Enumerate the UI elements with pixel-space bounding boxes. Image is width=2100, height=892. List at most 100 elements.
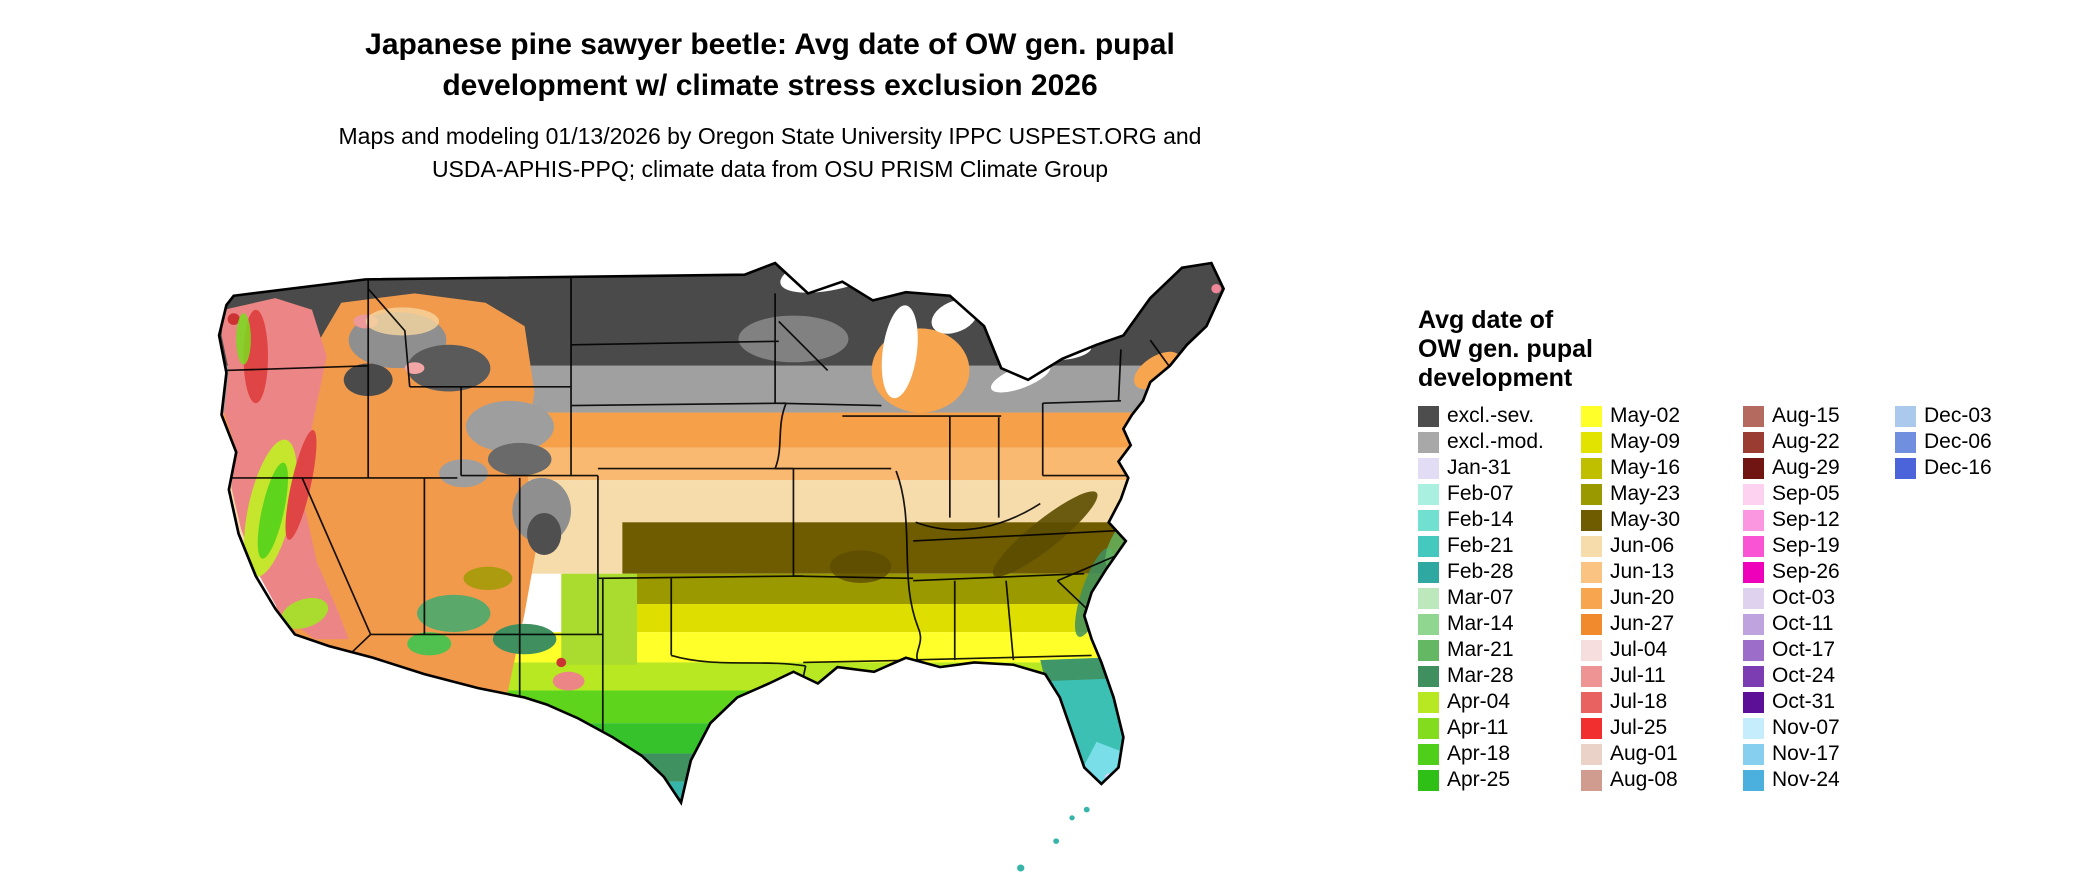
- legend-swatch: [1581, 613, 1602, 635]
- map-state-borders: [219, 274, 1173, 745]
- legend-label: Jul-18: [1610, 690, 1668, 713]
- map-florida-keys: [1017, 806, 1090, 872]
- legend-entry: Sep-05: [1743, 481, 1895, 507]
- legend-entry: Aug-15: [1743, 403, 1895, 429]
- legend-entry: Jan-31: [1418, 455, 1581, 481]
- legend-entry: Nov-17: [1743, 741, 1895, 767]
- legend-swatch: [1418, 561, 1439, 583]
- legend-label: Oct-31: [1772, 690, 1836, 713]
- legend-entry: excl.-mod.: [1418, 429, 1581, 455]
- legend-entry: Apr-18: [1418, 741, 1581, 767]
- legend-entry: May-30: [1581, 507, 1743, 533]
- legend-swatch: [1418, 613, 1439, 635]
- legend-entry: excl.-sev.: [1418, 403, 1581, 429]
- legend-swatch: [1743, 483, 1764, 505]
- legend-label: Apr-25: [1447, 768, 1511, 791]
- legend-swatch: [1418, 743, 1439, 765]
- legend-swatch: [1418, 457, 1439, 479]
- legend-swatch: [1418, 769, 1439, 791]
- legend-swatch: [1743, 613, 1764, 635]
- legend-label: Jan-31: [1447, 456, 1512, 479]
- legend-title: Avg date of OW gen. pupal development: [1418, 306, 2058, 393]
- legend-label: Oct-11: [1772, 612, 1834, 635]
- legend-swatch: [1743, 769, 1764, 791]
- legend-swatch: [1581, 457, 1602, 479]
- legend-swatch: [1581, 561, 1602, 583]
- legend-entry: May-16: [1581, 455, 1743, 481]
- legend-swatch: [1418, 509, 1439, 531]
- legend-swatch: [1581, 717, 1602, 739]
- legend-entry: Feb-07: [1418, 481, 1581, 507]
- legend-entry: Jun-27: [1581, 611, 1743, 637]
- legend-label: Nov-24: [1772, 768, 1840, 791]
- legend-title-line2: OW gen. pupal: [1418, 335, 1593, 363]
- legend-label: Aug-29: [1772, 456, 1840, 479]
- legend-column: Aug-15 Aug-22 Aug-29 Sep-05 Sep-12 Sep-19 Sep-…: [1743, 403, 1895, 793]
- legend-entry: Dec-03: [1895, 403, 2025, 429]
- legend-label: Aug-01: [1610, 742, 1678, 765]
- legend-title-line3: development: [1418, 364, 1573, 392]
- legend-swatch: [1743, 717, 1764, 739]
- legend-label: excl.-sev.: [1447, 404, 1535, 427]
- legend-swatch: [1418, 405, 1439, 427]
- legend-entry: Aug-01: [1581, 741, 1743, 767]
- legend-entry: Nov-07: [1743, 715, 1895, 741]
- legend-swatch: [1581, 665, 1602, 687]
- legend-swatch: [1581, 405, 1602, 427]
- legend-title-line1: Avg date of: [1418, 306, 1554, 334]
- legend-entry: Aug-22: [1743, 429, 1895, 455]
- legend-entry: Aug-29: [1743, 455, 1895, 481]
- legend-entry: Feb-21: [1418, 533, 1581, 559]
- us-outline: [217, 261, 1226, 806]
- legend-swatch: [1418, 431, 1439, 453]
- header: Japanese pine sawyer beetle: Avg date of…: [0, 24, 1540, 186]
- legend-label: Nov-07: [1772, 716, 1840, 739]
- legend-entry: Oct-17: [1743, 637, 1895, 663]
- legend-column: May-02 May-09 May-16 May-23 May-30 Jun-06 Jun-…: [1581, 403, 1743, 793]
- legend-label: Nov-17: [1772, 742, 1840, 765]
- legend-label: Jul-11: [1610, 664, 1666, 687]
- legend-label: Jul-25: [1610, 716, 1668, 739]
- us-map: [158, 228, 1380, 882]
- legend-label: Mar-07: [1447, 586, 1514, 609]
- legend-entry: Sep-19: [1743, 533, 1895, 559]
- legend-label: Aug-15: [1772, 404, 1840, 427]
- legend-label: Oct-17: [1772, 638, 1836, 661]
- legend-swatch: [1581, 587, 1602, 609]
- legend-swatch: [1581, 483, 1602, 505]
- legend-swatch: [1743, 431, 1764, 453]
- legend-entry: Sep-26: [1743, 559, 1895, 585]
- legend-swatch: [1418, 665, 1439, 687]
- legend-entry: Jun-20: [1581, 585, 1743, 611]
- legend-swatch: [1581, 509, 1602, 531]
- legend-swatch: [1581, 639, 1602, 661]
- legend-label: Feb-14: [1447, 508, 1514, 531]
- legend-swatch: [1743, 535, 1764, 557]
- legend-swatch: [1895, 405, 1916, 427]
- legend-entry: Jul-11: [1581, 663, 1743, 689]
- legend-swatch: [1895, 431, 1916, 453]
- legend-swatch: [1581, 431, 1602, 453]
- legend-label: Dec-16: [1924, 456, 1992, 479]
- legend-label: Aug-08: [1610, 768, 1678, 791]
- legend-swatch: [1895, 457, 1916, 479]
- legend-swatch: [1581, 535, 1602, 557]
- legend-swatch: [1743, 405, 1764, 427]
- legend-label: Feb-28: [1447, 560, 1514, 583]
- legend: Avg date of OW gen. pupal development ex…: [1418, 306, 2058, 793]
- legend-swatch: [1418, 587, 1439, 609]
- legend-column: Dec-03 Dec-06 Dec-16: [1895, 403, 2025, 793]
- lake-michigan: [881, 305, 918, 399]
- legend-label: Aug-22: [1772, 430, 1840, 453]
- legend-swatch: [1418, 639, 1439, 661]
- legend-entry: Oct-11: [1743, 611, 1895, 637]
- legend-label: excl.-mod.: [1447, 430, 1544, 453]
- legend-entry: Feb-14: [1418, 507, 1581, 533]
- map-west-overlays: [221, 293, 638, 693]
- us-map-svg: [217, 261, 1226, 872]
- subtitle: Maps and modeling 01/13/2026 by Oregon S…: [0, 120, 1540, 186]
- legend-swatch: [1743, 665, 1764, 687]
- legend-swatch: [1743, 587, 1764, 609]
- legend-label: Feb-07: [1447, 482, 1514, 505]
